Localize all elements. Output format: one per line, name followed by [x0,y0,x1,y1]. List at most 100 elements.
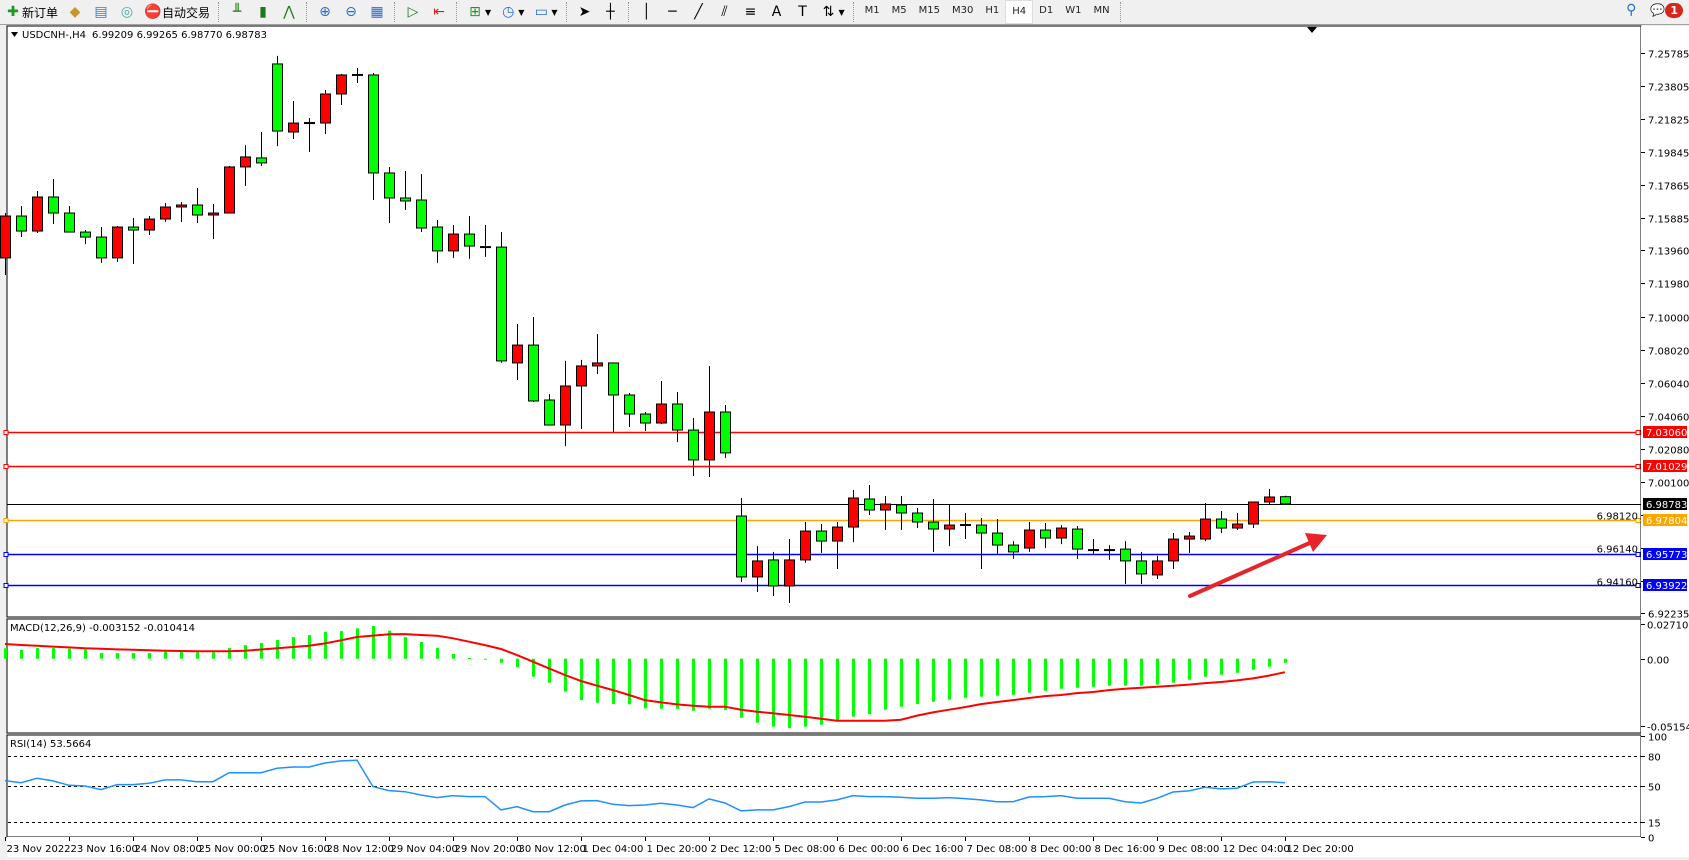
new-order-button[interactable]: ✚ 新订单 [0,1,62,23]
text-label-button[interactable]: T [790,1,816,23]
candle-body [560,385,571,426]
timeframe-m15[interactable]: M15 [918,5,941,16]
candle [16,206,27,238]
candle [832,522,843,569]
zoom-out-icon: ⊖ [345,4,357,20]
autoscroll-button[interactable]: ▷ [400,1,426,23]
timeframe-w1[interactable]: W1 [1065,5,1082,16]
macd-histogram-bar [1284,658,1287,663]
macd-histogram-bar [724,658,727,711]
market-watch-button[interactable]: ◆ [62,1,88,23]
candle-body [544,399,555,426]
timeframe-h1[interactable]: H1 [985,5,1000,16]
chart-shift-button[interactable]: ⇤ [426,1,452,23]
candle [992,519,1003,554]
macd-histogram-bar [932,658,935,702]
candle-body [848,497,859,528]
equidistant-channel-icon: ⫽ [721,4,728,20]
timeframe-m5[interactable]: M5 [891,5,907,16]
auto-trading-icon: ⛔ [144,4,162,20]
navigator-icon: ◎ [120,4,134,20]
macd-histogram-bar [20,650,23,659]
cursor-button[interactable]: ➤ [572,1,598,23]
candle-body [224,166,235,214]
line-handle[interactable] [3,464,9,469]
periods-button[interactable]: ◷ ▼ [495,1,528,23]
candle [1088,539,1099,554]
candle [560,360,571,447]
bar-chart-button[interactable]: ╨ [224,1,250,23]
macd-histogram-bar [916,658,919,705]
line-handle[interactable] [1635,583,1641,588]
tile-windows-icon: ▦ [370,4,384,20]
timeframe-m30[interactable]: M30 [952,5,974,16]
main-chart-panel[interactable] [6,25,1642,618]
fibonacci-button[interactable]: ≡ [738,1,764,23]
line-handle[interactable] [3,430,9,435]
line-handle[interactable] [1635,464,1641,469]
text-icon: A [771,4,782,20]
data-window-button[interactable]: ▤ [88,1,114,23]
line-handle[interactable] [3,552,9,557]
candle [448,225,459,258]
auto-trading-button[interactable]: ⛔ 自动交易 [140,1,214,23]
tile-windows-button[interactable]: ▦ [364,1,390,23]
candle [1072,526,1083,559]
candle [80,230,91,245]
line-handle[interactable] [1635,518,1641,523]
horizontal-line-button[interactable]: ─ [660,1,686,23]
templates-button[interactable]: ▭ ▼ [528,1,561,23]
timeframe-d1[interactable]: D1 [1039,5,1054,16]
macd-panel[interactable] [6,618,1642,734]
line-handle[interactable] [3,518,9,523]
macd-histogram-bar [612,658,615,705]
vertical-line-button[interactable]: │ [634,1,660,23]
macd-histogram-bar [756,658,759,723]
candle [384,166,395,224]
zoom-in-button[interactable]: ⊕ [312,1,338,23]
line-handle[interactable] [1635,552,1641,557]
candle [1264,488,1275,505]
zoom-out-button[interactable]: ⊖ [338,1,364,23]
text-button[interactable]: A [764,1,790,23]
timeframe-m1[interactable]: M1 [864,5,880,16]
price-line-label-box [1643,514,1687,526]
line-chart-button[interactable]: ⋀ [276,1,302,23]
macd-histogram-bar [980,658,983,697]
navigator-button[interactable]: ◎ [114,1,140,23]
crosshair-button[interactable]: ┼ [598,1,624,23]
candle-body [720,411,731,454]
timeframe-h4[interactable]: H4 [1005,0,1034,24]
bar-chart-icon: ╨ [232,4,242,20]
candlestick-button[interactable]: ▮ [250,1,276,23]
candle-body [528,344,539,402]
candle [1120,541,1131,584]
timeframe-mn[interactable]: MN [1093,5,1110,16]
macd-histogram-bar [132,652,135,659]
trendline-button[interactable]: ╱ [686,1,712,23]
macd-histogram-bar [276,640,279,659]
line-handle[interactable] [3,583,9,588]
chat-icon[interactable]: 💬 1 [1650,2,1683,18]
candle [1152,555,1163,579]
macd-histogram-bar [676,658,679,709]
arrows-button[interactable]: ⇅ ▼ [816,1,849,23]
candle-body [896,504,907,514]
search-icon[interactable]: ⚲ [1626,2,1637,18]
macd-histogram-bar [148,652,151,659]
candle-body [624,394,635,415]
macd-histogram-bar [820,658,823,725]
rsi-series [4,756,1641,823]
candle-body [992,532,1003,546]
equidistant-channel-button[interactable]: ⫽ [712,1,738,23]
new-chart-button[interactable]: ⊞ ▼ [462,1,495,23]
candle [672,391,683,443]
line-handle[interactable] [1635,430,1641,435]
header-dropdown-icon[interactable] [11,32,18,37]
chart-shift-marker[interactable] [1307,27,1317,33]
rsi-tick-label: 50 [1648,783,1661,794]
rsi-tick-label: 0 [1648,834,1654,845]
candle [1024,522,1035,552]
candle [320,89,331,135]
